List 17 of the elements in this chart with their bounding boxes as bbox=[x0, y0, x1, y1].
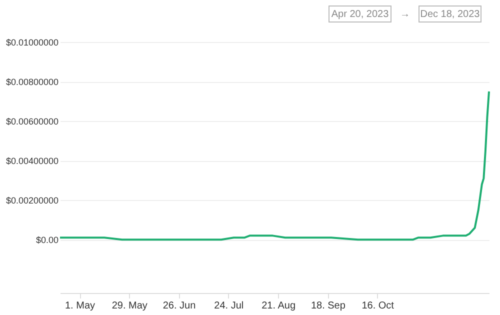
y-tick-label: $0.00400000 bbox=[6, 156, 58, 166]
text: → bbox=[400, 9, 410, 20]
y-tick-label: $0.00200000 bbox=[6, 196, 58, 206]
x-tick-label: 1. May bbox=[64, 300, 96, 312]
y-tick-label: $0.00600000 bbox=[6, 116, 58, 127]
x-tick-label: 21. Aug bbox=[262, 300, 296, 312]
x-tick-label: 24. Jul bbox=[214, 300, 244, 312]
x-tick-label: 29. May bbox=[112, 300, 148, 312]
text: Dec 18, 2023 bbox=[420, 9, 480, 20]
y-tick-label: $0.01000000 bbox=[6, 38, 58, 48]
x-tick-label: 18. Sep bbox=[310, 300, 346, 312]
y-tick-label: $0.00 bbox=[36, 235, 58, 246]
y-tick-label: $0.00800000 bbox=[6, 77, 58, 88]
text: Apr 20, 2023 bbox=[331, 9, 390, 20]
x-tick-label: 26. Jun bbox=[162, 300, 196, 312]
line-series bbox=[59, 90, 490, 241]
x-tick-label: 16. Oct bbox=[362, 300, 394, 312]
